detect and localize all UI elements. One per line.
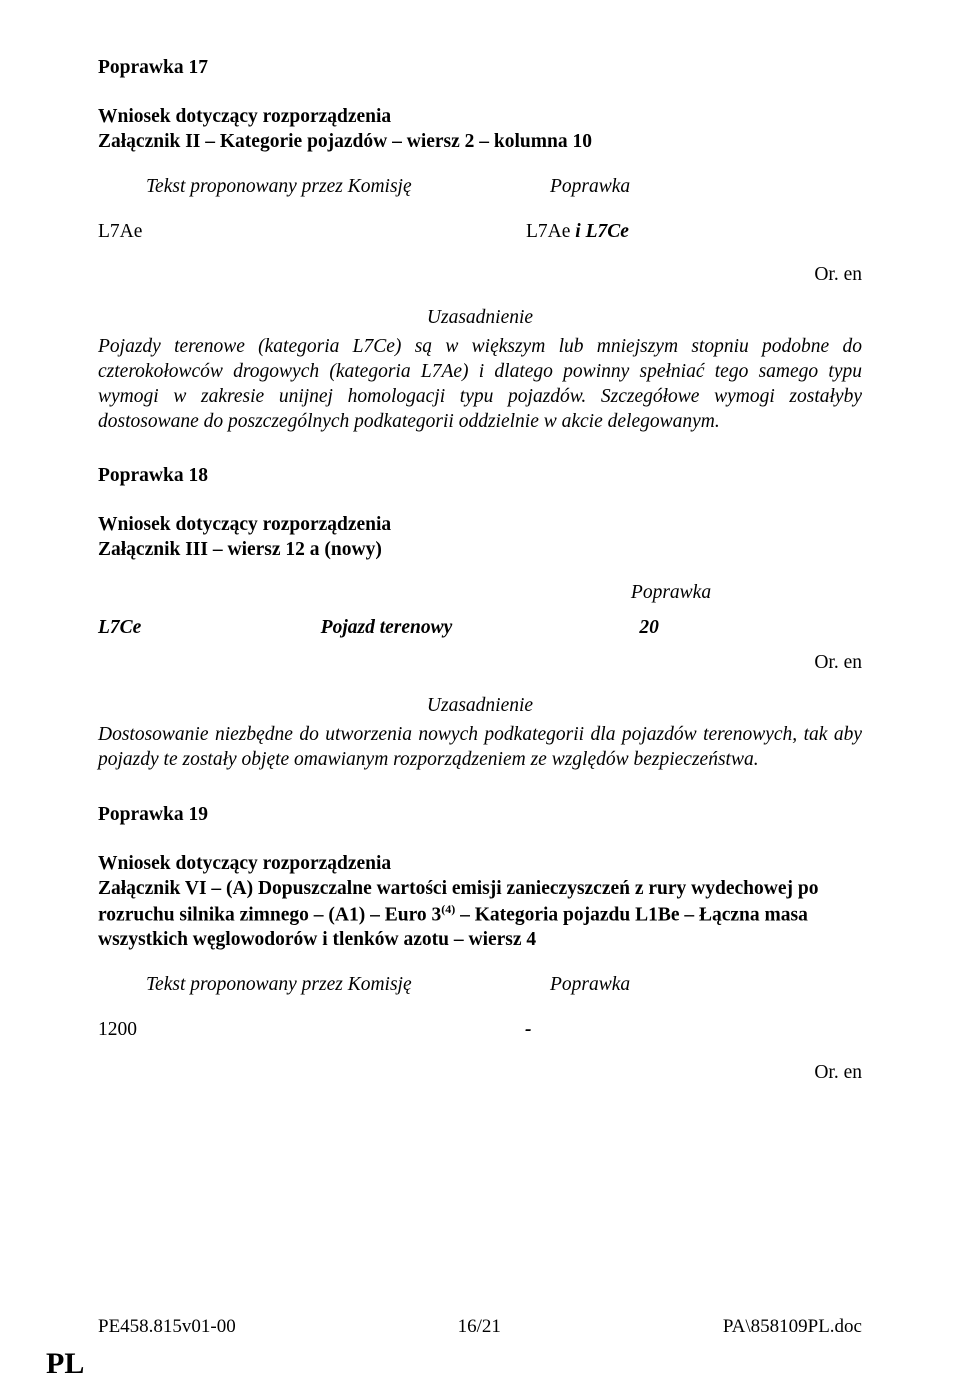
amendment-17-changed: L7Ae i L7Ce bbox=[434, 220, 862, 245]
amendment-18-justification-heading: Uzasadnienie bbox=[98, 694, 862, 719]
amendment-19-proposer-row: Tekst proponowany przez Komisję Poprawka bbox=[98, 973, 862, 998]
amendment-17-changed-italic: i L7Ce bbox=[575, 221, 629, 242]
amendment-18-col3: 20 bbox=[543, 616, 862, 641]
language-mark: PL bbox=[46, 1345, 84, 1383]
amendment-18-col1: L7Ce bbox=[98, 616, 321, 641]
amendment-18-heading: Poprawka 18 bbox=[98, 464, 862, 489]
amendment-19-subject-line1: Wniosek dotyczący rozporządzenia bbox=[98, 852, 862, 877]
amendment-17-changed-plain: L7Ae bbox=[526, 221, 575, 242]
footer-center: 16/21 bbox=[458, 1315, 501, 1339]
footer-right: PA\858109PL.doc bbox=[723, 1315, 862, 1339]
amendment-17-original: L7Ae bbox=[98, 220, 434, 245]
amendment-18-subject-line1: Wniosek dotyczący rozporządzenia bbox=[98, 513, 862, 538]
amendment-17-language: Or. en bbox=[98, 263, 862, 288]
amendment-17-justification-body: Pojazdy terenowe (kategoria L7Ce) są w w… bbox=[98, 335, 862, 435]
page-footer: PE458.815v01-00 16/21 PA\858109PL.doc bbox=[98, 1315, 862, 1339]
proposer-label: Tekst proponowany przez Komisję bbox=[98, 175, 458, 200]
amendment-17-subject-line2: Załącznik II – Kategorie pojazdów – wier… bbox=[98, 130, 862, 155]
amendment-18-language: Or. en bbox=[98, 651, 862, 676]
amendment-17-justification-heading: Uzasadnienie bbox=[98, 306, 862, 331]
footer-left: PE458.815v01-00 bbox=[98, 1315, 236, 1339]
amendment-19-changed: - bbox=[435, 1018, 862, 1043]
amendment-17-compare: L7Ae L7Ae i L7Ce bbox=[98, 220, 862, 245]
amendment-17-subject-line1: Wniosek dotyczący rozporządzenia bbox=[98, 105, 862, 130]
amendment-17-subject: Wniosek dotyczący rozporządzenia Załączn… bbox=[98, 105, 862, 155]
amendment-19-proposer-label: Tekst proponowany przez Komisję bbox=[98, 973, 458, 998]
amendment-18-amendlabel: Poprawka bbox=[480, 581, 862, 606]
amendment-19-sup: (4) bbox=[441, 902, 455, 916]
amendment-19-language: Or. en bbox=[98, 1061, 862, 1086]
amendment-18-subject-line2: Załącznik III – wiersz 12 a (nowy) bbox=[98, 538, 862, 563]
amendment-19-original: 1200 bbox=[98, 1018, 435, 1043]
amendment-19-heading: Poprawka 19 bbox=[98, 803, 862, 828]
amendment-19-subject: Wniosek dotyczący rozporządzenia Załączn… bbox=[98, 852, 862, 953]
amendment-19-amendment-label: Poprawka bbox=[458, 973, 862, 998]
document-page: Poprawka 17 Wniosek dotyczący rozporządz… bbox=[0, 0, 960, 1397]
amendment-18-new-row: L7Ce Pojazd terenowy 20 bbox=[98, 616, 862, 641]
amendment-19-compare: 1200 - bbox=[98, 1018, 862, 1043]
amendment-18-justification-body: Dostosowanie niezbędne do utworzenia now… bbox=[98, 723, 862, 773]
amendment-18-subject: Wniosek dotyczący rozporządzenia Załączn… bbox=[98, 513, 862, 563]
amendment-label: Poprawka bbox=[458, 175, 862, 200]
amendment-19-subject-line2: Załącznik VI – (A) Dopuszczalne wartości… bbox=[98, 877, 862, 953]
amendment-18-col2: Pojazd terenowy bbox=[321, 616, 544, 641]
amendment-17-heading: Poprawka 17 bbox=[98, 56, 862, 81]
amendment-17-proposer-row: Tekst proponowany przez Komisję Poprawka bbox=[98, 175, 862, 200]
